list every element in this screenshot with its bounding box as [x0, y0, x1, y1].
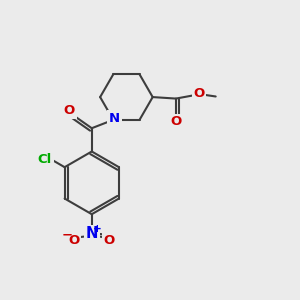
Text: O: O	[104, 234, 115, 247]
Text: O: O	[68, 234, 79, 247]
Text: N: N	[109, 112, 120, 125]
Text: Cl: Cl	[38, 153, 52, 166]
Text: O: O	[64, 104, 75, 117]
Text: O: O	[193, 87, 205, 100]
Text: O: O	[170, 116, 182, 128]
Text: N: N	[85, 226, 98, 241]
Text: +: +	[92, 224, 101, 234]
Text: −: −	[61, 229, 73, 242]
